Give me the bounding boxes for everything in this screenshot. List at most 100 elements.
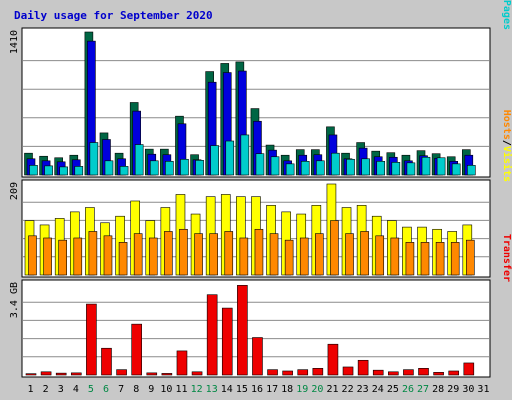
panel-bars — [24, 183, 475, 276]
bar-transfer — [433, 372, 444, 376]
x-tick-label: 16 — [251, 384, 263, 395]
bar-hosts — [284, 239, 294, 276]
panel-y-max-label: 3.4 GB — [9, 282, 20, 318]
bar-hosts — [450, 242, 460, 276]
bar-transfer — [40, 371, 52, 376]
x-tick-label: 28 — [432, 384, 444, 395]
bar-transfer — [221, 307, 233, 376]
bar-transfer — [297, 369, 309, 376]
bar-hosts — [345, 233, 354, 276]
bar-pages — [134, 144, 144, 176]
x-tick-label: 3 — [58, 384, 64, 395]
panel-side-label: Transfer — [501, 234, 512, 282]
bar-pages — [406, 162, 416, 176]
x-tick-label: 18 — [281, 384, 293, 395]
bar-hosts — [43, 237, 52, 276]
bar-pages — [44, 165, 53, 176]
bar-pages — [104, 160, 114, 176]
bar-pages — [59, 166, 68, 176]
bar-pages — [285, 163, 295, 176]
bar-hosts — [390, 237, 400, 276]
bar-pages — [119, 166, 129, 176]
x-tick-label: 1 — [28, 384, 34, 395]
bar-hosts — [28, 235, 37, 276]
x-tick-label: 31 — [477, 384, 489, 395]
bar-hosts — [164, 231, 173, 276]
x-tick-label: 29 — [447, 384, 459, 395]
bar-pages — [361, 158, 370, 176]
bar-transfer — [403, 369, 414, 376]
x-tick-label: 5 — [88, 384, 94, 395]
bar-hosts — [435, 242, 445, 276]
panel-side-label: Hosts/Visits — [501, 110, 512, 182]
panel-bars — [24, 31, 476, 176]
x-tick-label: 2 — [43, 384, 49, 395]
panel-bars — [25, 285, 475, 376]
bar-transfer — [463, 362, 475, 376]
bar-pages — [180, 158, 189, 176]
x-tick-label: 15 — [236, 384, 248, 395]
bar-pages — [421, 156, 431, 176]
bar-transfer — [116, 369, 127, 376]
bar-hosts — [466, 239, 475, 276]
x-tick-label: 22 — [342, 384, 354, 395]
chart-title: Daily usage for September 2020 — [14, 9, 213, 22]
bar-pages — [210, 145, 219, 176]
bar-transfer — [191, 371, 203, 376]
bar-transfer — [55, 372, 67, 376]
bar-hosts — [179, 228, 188, 276]
bar-transfer — [267, 369, 278, 376]
bar-pages — [391, 162, 401, 176]
bar-hosts — [88, 231, 98, 276]
x-tick-label: 24 — [372, 384, 384, 395]
bar-transfer — [388, 371, 399, 376]
bar-pages — [376, 161, 386, 176]
chart-panels: 1410 Hits/Files/Pages 209 Hosts/Visits 3.4 G… — [9, 0, 512, 378]
panel-visits-hosts: 209 Hosts/Visits — [9, 110, 512, 278]
x-tick-label: 9 — [148, 384, 154, 395]
bar-transfer — [176, 350, 188, 376]
bar-hosts — [420, 242, 430, 276]
bar-pages — [255, 153, 265, 176]
x-tick-label: 10 — [160, 384, 172, 395]
bar-hosts — [58, 239, 67, 276]
bar-pages — [331, 152, 340, 176]
x-tick-label: 8 — [133, 384, 139, 395]
bar-transfer — [312, 368, 324, 376]
x-axis-day-labels: 1 2 3 4 5 6 7 8 9 10 11 12 13 14 15 16 17 18 19 20 21 22 23 24 2… — [28, 384, 490, 395]
side-label-part: / — [501, 140, 512, 146]
panel-transfer: 3.4 GB Transfer — [9, 234, 512, 378]
bar-hosts — [239, 237, 249, 276]
x-tick-label: 21 — [326, 384, 338, 395]
bar-pages — [195, 159, 204, 176]
bar-transfer — [372, 369, 384, 376]
bar-transfer — [146, 372, 158, 376]
x-tick-label: 7 — [118, 384, 124, 395]
bar-hosts — [405, 242, 415, 276]
x-tick-label: 30 — [462, 384, 474, 395]
x-tick-label: 13 — [206, 384, 218, 395]
bar-transfer — [448, 370, 460, 376]
bar-hosts — [254, 228, 264, 276]
x-tick-label: 17 — [266, 384, 278, 395]
bar-hosts — [73, 237, 83, 276]
x-tick-label: 4 — [73, 384, 79, 395]
bar-transfer — [206, 294, 218, 376]
bar-pages — [225, 140, 235, 176]
bar-hosts — [330, 220, 339, 276]
bar-transfer — [70, 372, 82, 376]
bar-hosts — [299, 237, 309, 276]
x-tick-label: 25 — [387, 384, 399, 395]
bar-pages — [29, 165, 38, 176]
bar-transfer — [357, 359, 369, 376]
bar-transfer — [418, 368, 429, 376]
bar-hosts — [103, 235, 113, 276]
bar-transfer — [131, 323, 142, 376]
panel-y-max-label: 1410 — [9, 30, 20, 54]
bar-hosts — [375, 235, 385, 276]
x-tick-label: 11 — [175, 384, 187, 395]
bar-transfer — [161, 373, 173, 376]
bar-transfer — [282, 370, 293, 376]
